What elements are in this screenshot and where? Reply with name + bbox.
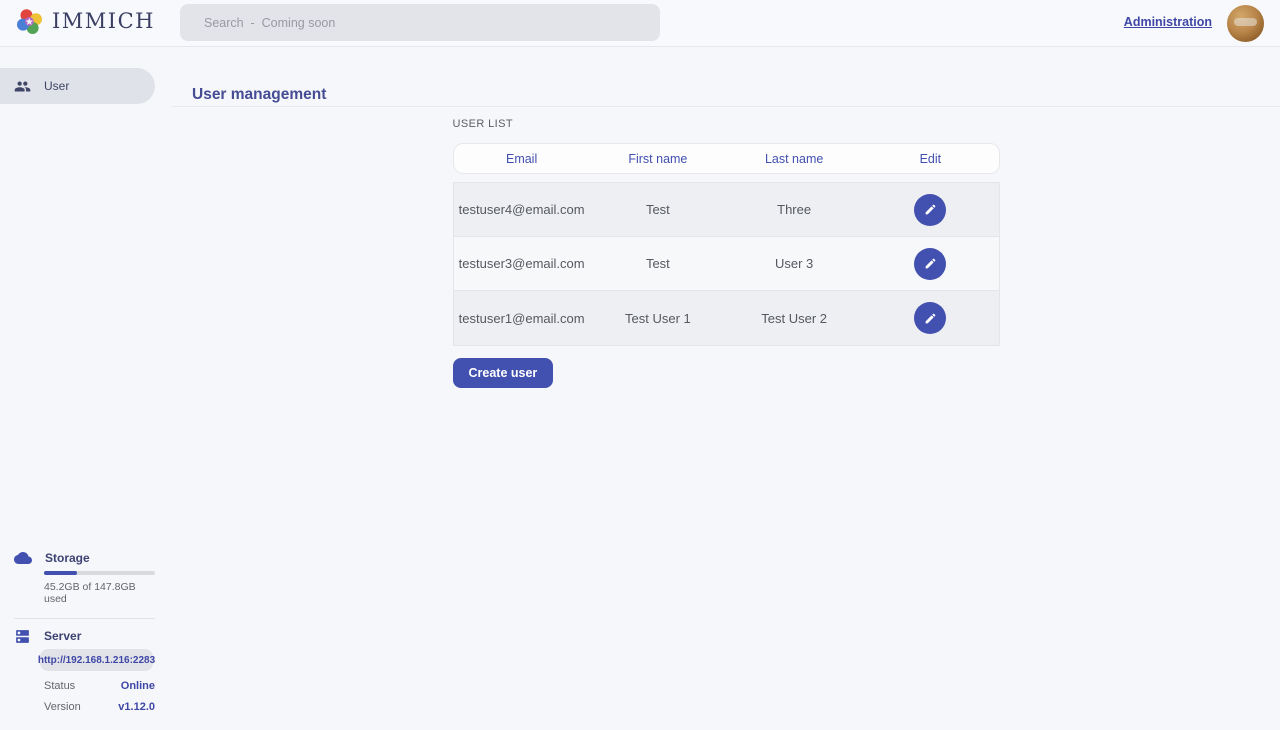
cell-first-name: Test <box>645 202 670 217</box>
app-title: IMMICH <box>52 9 155 33</box>
users-icon <box>14 78 31 95</box>
storage-widget-header: Storage <box>0 550 155 566</box>
storage-title: Storage <box>45 551 90 565</box>
server-icon <box>14 628 31 645</box>
pencil-icon <box>924 257 937 270</box>
column-header-first-name: First name <box>628 151 688 166</box>
table-row: testuser1@email.com Test User 1 Test Use… <box>453 291 999 345</box>
column-header-email: Email <box>505 151 538 166</box>
server-status-row: Status Online <box>44 680 155 692</box>
server-title: Server <box>44 629 82 643</box>
edit-user-button[interactable] <box>914 302 947 334</box>
sidebar-status-panel: Storage 45.2GB of 147.8GB used Server ht… <box>0 550 155 713</box>
server-version-row: Version v1.12.0 <box>44 701 155 713</box>
user-avatar[interactable] <box>1227 5 1264 42</box>
cell-email: testuser1@email.com <box>458 310 585 326</box>
status-label: Status <box>44 680 76 692</box>
version-value: v1.12.0 <box>118 701 155 713</box>
storage-progress-fill <box>44 571 78 575</box>
column-header-edit: Edit <box>919 151 942 166</box>
server-widget-header: Server <box>0 628 155 644</box>
sidebar-divider <box>14 618 155 619</box>
status-value: Online <box>120 680 155 692</box>
immich-flower-logo-icon <box>16 8 43 35</box>
sidebar-item-label: User <box>44 79 70 93</box>
edit-user-button[interactable] <box>914 247 947 280</box>
sidebar: User Storage 45.2GB of 147.8GB used <box>0 47 155 730</box>
page-title: User management <box>192 86 327 104</box>
table-row: testuser4@email.com Test Three <box>453 183 999 237</box>
cell-first-name: Test User 1 <box>625 310 691 326</box>
cell-first-name: Test <box>645 256 670 271</box>
column-header-last-name: Last name <box>764 151 824 166</box>
cell-last-name: User 3 <box>774 256 814 271</box>
cell-last-name: Three <box>777 202 812 217</box>
search-input[interactable] <box>180 4 660 41</box>
administration-link[interactable]: Administration <box>1123 15 1212 29</box>
sidebar-item-user[interactable]: User <box>0 68 155 104</box>
cell-email: testuser3@email.com <box>458 256 585 271</box>
user-table-header: Email First name Last name Edit <box>452 143 1000 174</box>
pencil-icon <box>924 203 937 216</box>
cell-email: testuser4@email.com <box>458 202 585 217</box>
top-bar: IMMICH Administration <box>0 0 1280 47</box>
storage-progress-bar <box>44 571 155 575</box>
cloud-icon <box>14 549 32 567</box>
create-user-button[interactable]: Create user <box>452 358 554 388</box>
main-content: USER LIST Email First name Last name Edi… <box>172 107 1280 730</box>
table-row: testuser3@email.com Test User 3 <box>453 237 999 291</box>
app-logo: IMMICH <box>16 8 155 35</box>
version-label: Version <box>44 701 81 713</box>
pencil-icon <box>924 312 937 325</box>
storage-usage-text: 45.2GB of 147.8GB used <box>44 581 136 605</box>
title-divider <box>172 106 1280 107</box>
cell-last-name: Test User 2 <box>761 310 827 326</box>
edit-user-button[interactable] <box>914 193 947 226</box>
user-list-heading: USER LIST <box>452 118 513 130</box>
user-table-body: testuser4@email.com Test Three testuser3… <box>452 182 1000 346</box>
server-url-badge: http://192.168.1.216:2283 <box>38 649 155 671</box>
